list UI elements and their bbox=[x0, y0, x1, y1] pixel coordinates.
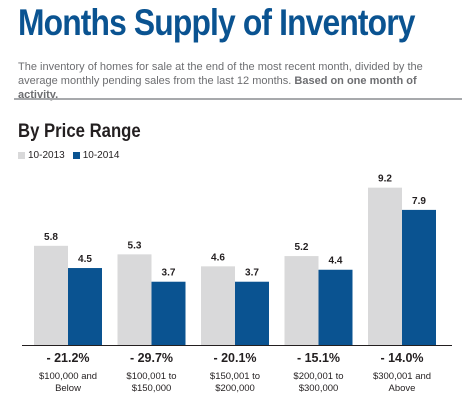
page-title: Months Supply of Inventory bbox=[18, 2, 415, 43]
category-label-line2-2: $150,000 bbox=[132, 383, 172, 394]
data-label-10-2014-2: 3.7 bbox=[162, 268, 176, 279]
legend-swatch-2014 bbox=[72, 152, 80, 159]
bar-10-2013-5 bbox=[368, 187, 402, 345]
data-label-10-2014-3: 3.7 bbox=[245, 268, 259, 279]
legend-item-2014: 10-2014 bbox=[72, 150, 120, 161]
category-label-line2-4: $300,000 bbox=[299, 383, 339, 394]
legend-item-2013: 10-2013 bbox=[18, 150, 65, 161]
change-label-1: - 21.2% bbox=[46, 351, 89, 365]
data-label-10-2014-4: 4.4 bbox=[329, 256, 343, 267]
bar-10-2014-2 bbox=[151, 281, 186, 345]
data-label-10-2013-4: 5.2 bbox=[295, 242, 309, 253]
legend-swatch-2013 bbox=[18, 152, 25, 159]
data-label-10-2013-3: 4.6 bbox=[211, 252, 225, 263]
category-label-line2-5: Above bbox=[389, 383, 416, 394]
bar-10-2014-3 bbox=[235, 281, 269, 345]
data-label-10-2014-5: 7.9 bbox=[412, 196, 426, 207]
data-label-10-2013-1: 5.8 bbox=[44, 232, 58, 243]
legend-label-2013: 10-2013 bbox=[28, 150, 65, 161]
bar-10-2013-1 bbox=[34, 245, 68, 345]
page-subtitle: The inventory of homes for sale at the e… bbox=[18, 60, 458, 102]
change-label-2: - 29.7% bbox=[130, 351, 173, 365]
change-label-5: - 14.0% bbox=[380, 351, 423, 365]
category-label-line2-3: $200,000 bbox=[215, 383, 255, 394]
data-label-10-2014-1: 4.5 bbox=[78, 254, 92, 265]
category-label-line1-2: $100,001 to bbox=[126, 371, 176, 382]
data-label-10-2013-2: 5.3 bbox=[128, 240, 142, 251]
bar-10-2013-4 bbox=[284, 256, 319, 345]
bar-10-2014-1 bbox=[68, 268, 102, 345]
header-divider bbox=[14, 98, 462, 100]
chart-legend: 10-2013 10-2014 bbox=[18, 150, 127, 161]
change-label-4: - 15.1% bbox=[297, 351, 340, 365]
bar-10-2013-2 bbox=[117, 254, 152, 345]
data-label-10-2013-5: 9.2 bbox=[378, 174, 392, 185]
category-label-line1-4: $200,001 to bbox=[293, 371, 343, 382]
legend-label-2014: 10-2014 bbox=[82, 150, 120, 161]
category-label-line1-1: $100,000 and bbox=[39, 371, 97, 382]
category-label-line1-5: $300,001 and bbox=[373, 371, 431, 382]
subtitle-text: The inventory of homes for sale at the e… bbox=[18, 61, 423, 87]
bar-10-2014-4 bbox=[318, 269, 353, 345]
category-label-line2-1: Below bbox=[55, 383, 81, 394]
section-title: By Price Range bbox=[18, 121, 141, 142]
bar-10-2014-5 bbox=[402, 209, 436, 345]
category-label-line1-3: $150,001 to bbox=[210, 371, 260, 382]
bar-10-2013-3 bbox=[201, 266, 235, 345]
change-label-3: - 20.1% bbox=[213, 351, 256, 365]
